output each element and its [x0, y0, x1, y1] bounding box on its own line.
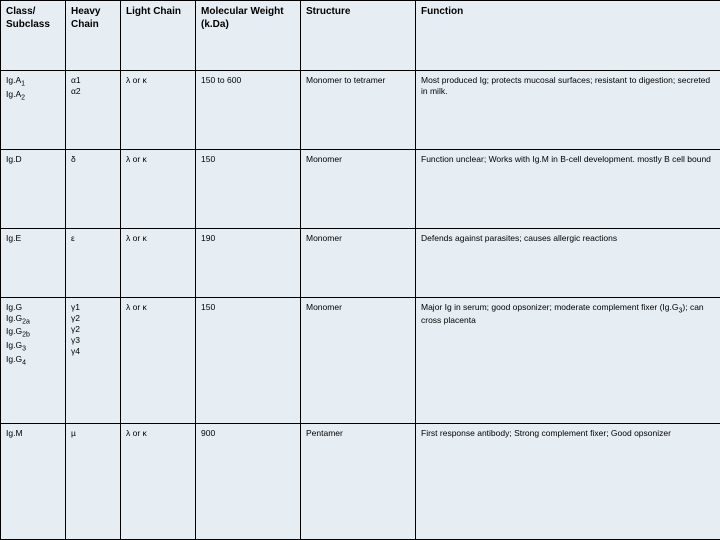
- cell-class: Ig.M: [1, 424, 66, 540]
- cell-function: First response antibody; Strong compleme…: [416, 424, 720, 540]
- cell-class: Ig.A1Ig.A2: [1, 71, 66, 150]
- col-mw: Molecular Weight (k.Da): [196, 1, 301, 71]
- cell-light: λ or κ: [121, 229, 196, 298]
- cell-structure: Monomer to tetramer: [301, 71, 416, 150]
- table-row: Ig.Eελ or κ190MonomerDefends against par…: [1, 229, 720, 298]
- table-row: Ig.A1Ig.A2α1α2λ or κ150 to 600Monomer to…: [1, 71, 720, 150]
- cell-heavy: γ1γ2γ2γ3γ4: [66, 297, 121, 423]
- col-light: Light Chain: [121, 1, 196, 71]
- cell-heavy: µ: [66, 424, 121, 540]
- cell-mw: 150 to 600: [196, 71, 301, 150]
- col-structure: Structure: [301, 1, 416, 71]
- cell-structure: Monomer: [301, 229, 416, 298]
- cell-light: λ or κ: [121, 424, 196, 540]
- cell-structure: Monomer: [301, 297, 416, 423]
- col-function: Function: [416, 1, 720, 71]
- cell-function: Function unclear; Works with Ig.M in B-c…: [416, 150, 720, 229]
- cell-structure: Monomer: [301, 150, 416, 229]
- table-row: Ig.GIg.G2aIg.G2bIg.G3Ig.G4γ1γ2γ2γ3γ4λ or…: [1, 297, 720, 423]
- col-heavy: Heavy Chain: [66, 1, 121, 71]
- cell-function: Defends against parasites; causes allerg…: [416, 229, 720, 298]
- cell-mw: 900: [196, 424, 301, 540]
- table-row: Ig.Dδλ or κ150MonomerFunction unclear; W…: [1, 150, 720, 229]
- cell-light: λ or κ: [121, 150, 196, 229]
- cell-class: Ig.D: [1, 150, 66, 229]
- cell-class: Ig.GIg.G2aIg.G2bIg.G3Ig.G4: [1, 297, 66, 423]
- cell-heavy: δ: [66, 150, 121, 229]
- cell-mw: 150: [196, 297, 301, 423]
- cell-class: Ig.E: [1, 229, 66, 298]
- table-body: Ig.A1Ig.A2α1α2λ or κ150 to 600Monomer to…: [1, 71, 720, 540]
- cell-light: λ or κ: [121, 297, 196, 423]
- immunoglobulin-table: Class/ Subclass Heavy Chain Light Chain …: [0, 0, 720, 540]
- cell-structure: Pentamer: [301, 424, 416, 540]
- cell-light: λ or κ: [121, 71, 196, 150]
- cell-mw: 190: [196, 229, 301, 298]
- cell-mw: 150: [196, 150, 301, 229]
- cell-heavy: ε: [66, 229, 121, 298]
- cell-heavy: α1α2: [66, 71, 121, 150]
- table-row: Ig.Mµλ or κ900PentamerFirst response ant…: [1, 424, 720, 540]
- cell-function: Major Ig in serum; good opsonizer; moder…: [416, 297, 720, 423]
- cell-function: Most produced Ig; protects mucosal surfa…: [416, 71, 720, 150]
- header-row: Class/ Subclass Heavy Chain Light Chain …: [1, 1, 720, 71]
- col-class: Class/ Subclass: [1, 1, 66, 71]
